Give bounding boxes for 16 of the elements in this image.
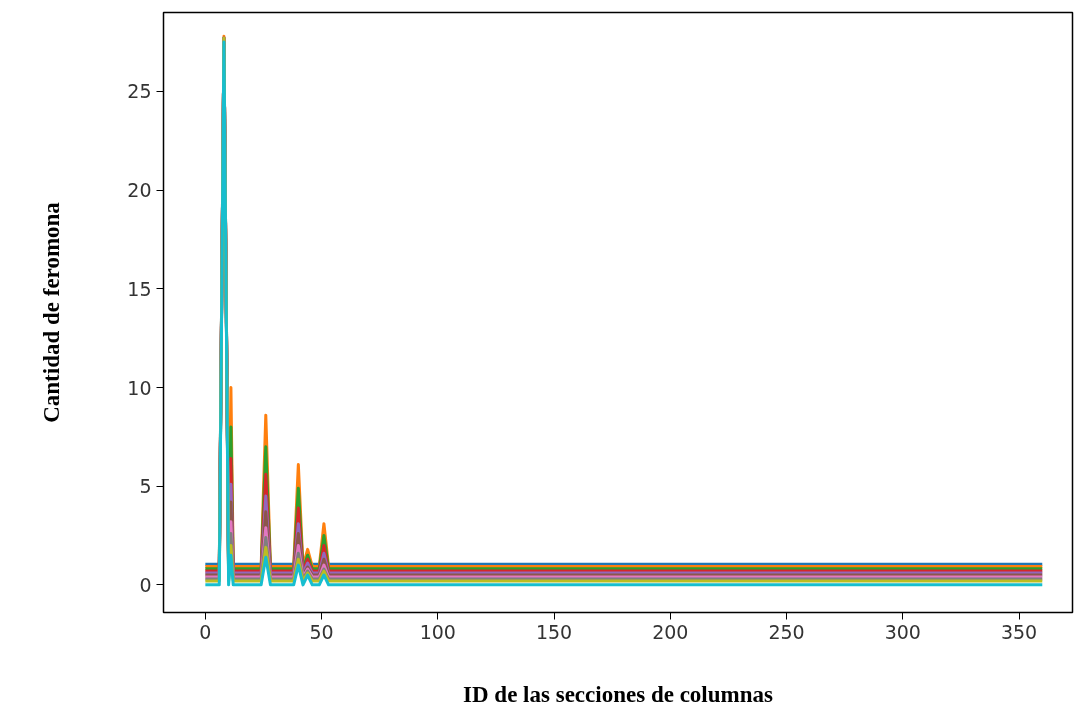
y-tick-label: 25 (127, 80, 152, 103)
x-tick-label: 50 (309, 620, 334, 643)
x-axis-title: ID de las secciones de columnas (463, 681, 773, 707)
x-tick-label: 200 (652, 620, 689, 643)
y-tick-label: 5 (139, 475, 152, 498)
x-tick-label: 250 (768, 620, 805, 643)
x-tick-label: 150 (535, 620, 573, 643)
x-tick-label: 100 (419, 620, 456, 643)
y-tick-label: 0 (139, 573, 152, 596)
y-axis-title: Cantidad de feromona (39, 201, 65, 423)
x-tick-label: 300 (884, 620, 921, 643)
y-tick-label: 20 (127, 179, 152, 202)
y-tick-label: 10 (127, 376, 152, 399)
y-tick-label: 15 (127, 277, 152, 300)
x-tick-label: 350 (1000, 620, 1038, 643)
x-tick-label: 0 (199, 620, 212, 643)
